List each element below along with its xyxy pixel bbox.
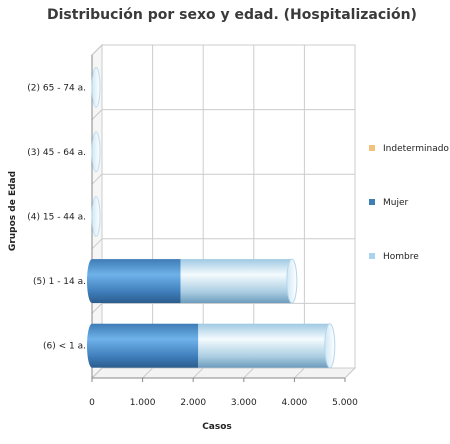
bar-segment-mujer [92, 323, 199, 368]
legend-label: Hombre [383, 252, 419, 262]
y-tick-label: (2) 65 - 74 a. [27, 83, 86, 93]
bars-layer [87, 66, 336, 369]
side-separator [91, 303, 103, 314]
legend-label: Indeterminado [383, 144, 449, 154]
floor-grid-line [243, 367, 255, 379]
x-tick-label: 5.000 [332, 398, 358, 408]
y-tick-label: (5) 1 - 14 a. [33, 277, 86, 287]
empty-bar-cap [91, 66, 101, 108]
floor [90, 367, 357, 379]
y-axis-title: Grupos de Edad [8, 171, 18, 251]
bar-start-cap [87, 323, 92, 368]
side-separator [91, 367, 103, 379]
floor-grid-line [192, 367, 204, 379]
x-tick-label: 3.000 [231, 398, 257, 408]
legend: Indeterminado Mujer Hombre [369, 144, 449, 262]
x-axis-title: Casos [202, 422, 232, 432]
legend-label: Mujer [383, 198, 409, 208]
y-tick-label: (3) 45 - 64 a. [27, 148, 86, 158]
legend-swatch [369, 253, 375, 259]
legend-swatch [369, 145, 375, 151]
back-wall [101, 44, 356, 369]
side-separator [91, 44, 103, 56]
empty-bar-cap [91, 131, 101, 173]
x-tick-label: 4.000 [282, 398, 308, 408]
bar-segment-hombre [198, 323, 330, 368]
side-separator [91, 173, 103, 185]
plot-area [90, 43, 357, 380]
floor-grid-line [294, 367, 305, 379]
bar-end-cap [286, 258, 298, 304]
chart-title: Distribución por sexo y edad. (Hospitali… [47, 7, 417, 23]
tick-layer: 0 1.000 2.000 3.000 4.000 5.000 (2) 65 - 74 a.… [27, 83, 358, 408]
side-separator [91, 238, 103, 250]
bar-segment-mujer [92, 259, 181, 304]
bar-segment-hombre [180, 259, 292, 304]
legend-swatch [369, 199, 375, 205]
y-tick-label: (4) 15 - 44 a. [27, 213, 86, 223]
empty-bar-cap [91, 196, 101, 237]
side-separator [91, 109, 103, 120]
floor-grid-line [142, 367, 153, 379]
bar-end-cap [324, 323, 336, 369]
bar-start-cap [87, 259, 92, 304]
x-tick-label: 1.000 [130, 398, 156, 408]
x-tick-label: 0 [89, 398, 95, 408]
floor-grid-line [344, 367, 356, 379]
y-tick-label: (6) < 1 a. [43, 342, 86, 352]
x-tick-label: 2.000 [180, 398, 206, 408]
